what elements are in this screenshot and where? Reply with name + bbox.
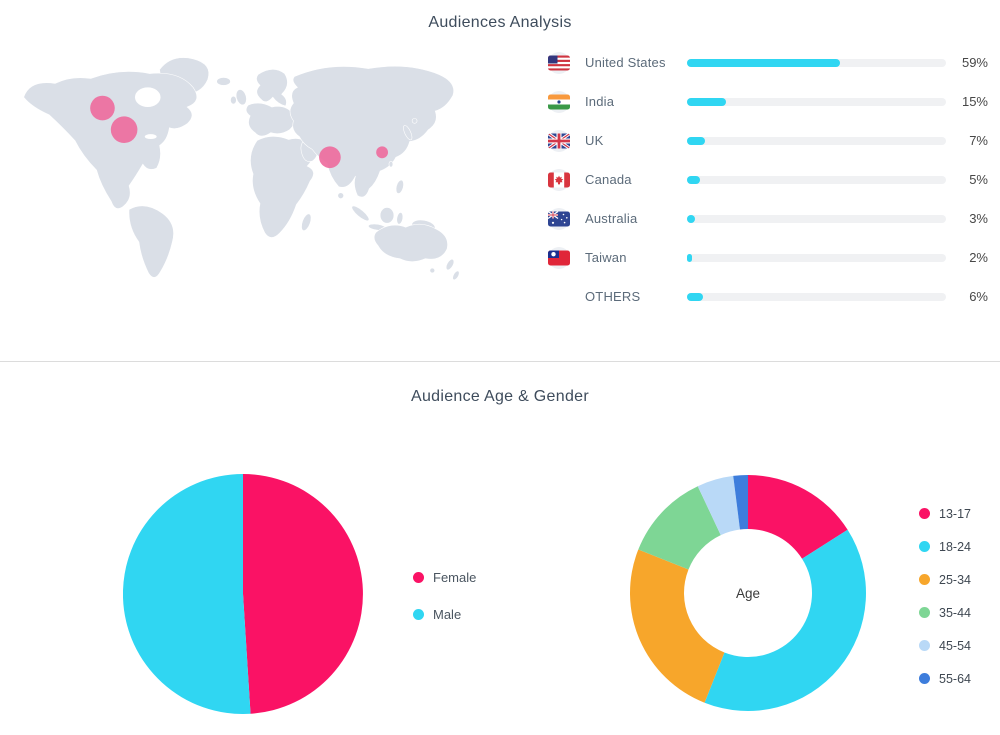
age-slice-25-34[interactable] — [630, 549, 725, 703]
country-bar-track — [687, 214, 946, 223]
country-label: Taiwan — [585, 250, 627, 265]
flag-placeholder — [548, 286, 570, 308]
country-percent: 7% — [969, 133, 988, 148]
legend-label: 35-44 — [939, 605, 971, 620]
country-row: Canada 5% — [548, 160, 988, 199]
gender-legend-item-Female[interactable]: Female — [413, 559, 476, 596]
country-row: India 15% — [548, 82, 988, 121]
uk-flag-icon — [548, 129, 570, 152]
age-legend-item-35-44[interactable]: 35-44 — [919, 596, 971, 629]
legend-dot-icon — [919, 673, 930, 684]
age-donut-chart: Age — [630, 475, 866, 711]
country-bar-fill[interactable] — [687, 292, 703, 301]
country-label: India — [585, 94, 615, 109]
world-map — [12, 46, 508, 302]
us-flag-icon — [548, 51, 570, 74]
legend-label: 25-34 — [939, 572, 971, 587]
age-legend-item-45-54[interactable]: 45-54 — [919, 629, 971, 662]
legend-label: Female — [433, 570, 477, 585]
country-bar-fill[interactable] — [687, 136, 706, 145]
age-center-label: Age — [736, 586, 760, 601]
country-bar-track — [687, 97, 946, 106]
country-bar-track — [687, 58, 946, 67]
country-bar-fill[interactable] — [687, 253, 693, 262]
country-percent: 5% — [969, 172, 988, 187]
legend-dot-icon — [919, 607, 930, 618]
country-bar-track — [687, 175, 946, 184]
country-row: United States 59% — [548, 43, 988, 82]
country-label: UK — [585, 133, 604, 148]
country-row: UK 7% — [548, 121, 988, 160]
gender-pie-chart — [123, 474, 363, 714]
legend-dot-icon — [919, 640, 930, 651]
country-label: Australia — [585, 211, 638, 226]
country-percent: 59% — [961, 55, 988, 70]
map-bubble-india[interactable] — [319, 146, 341, 169]
tw-flag-icon — [548, 246, 570, 269]
country-label: Canada — [585, 172, 632, 187]
country-bar-fill[interactable] — [687, 97, 726, 106]
country-row: Australia 3% — [548, 199, 988, 238]
audiences-analysis-title: Audiences Analysis — [428, 14, 572, 31]
age-slice-13-17[interactable] — [748, 475, 848, 559]
legend-dot-icon — [919, 541, 930, 552]
legend-dot-icon — [413, 609, 424, 620]
gender-slice-Female[interactable] — [243, 474, 363, 714]
country-bar-fill[interactable] — [687, 175, 700, 184]
country-label: OTHERS — [585, 289, 641, 304]
gender-legend-item-Male[interactable]: Male — [413, 596, 476, 633]
country-row: Taiwan 2% — [548, 238, 988, 277]
country-percent: 3% — [969, 211, 988, 226]
legend-label: Male — [433, 607, 462, 622]
age-legend-item-13-17[interactable]: 13-17 — [919, 497, 971, 530]
age-slice-35-44[interactable] — [638, 486, 721, 570]
map-bubble-canada[interactable] — [90, 95, 115, 121]
world-map-svg — [23, 57, 460, 281]
legend-dot-icon — [413, 572, 424, 583]
country-row: OTHERS 6% — [548, 277, 988, 316]
map-bubble-united-states[interactable] — [110, 116, 138, 143]
gender-slice-Male[interactable] — [123, 474, 251, 714]
legend-dot-icon — [919, 574, 930, 585]
legend-dot-icon — [919, 508, 930, 519]
age-legend-item-25-34[interactable]: 25-34 — [919, 563, 971, 596]
country-bar-track — [687, 253, 946, 262]
age-slice-45-54[interactable] — [697, 475, 740, 536]
legend-label: 18-24 — [939, 539, 971, 554]
age-legend-item-55-64[interactable]: 55-64 — [919, 662, 971, 695]
country-percent: 15% — [961, 94, 988, 109]
age-slice-55-64[interactable] — [733, 475, 748, 530]
age-slice-18-24[interactable] — [704, 529, 866, 711]
map-bubble-taiwan[interactable] — [376, 146, 388, 159]
country-bar-fill[interactable] — [687, 58, 840, 67]
in-flag-icon — [548, 90, 570, 113]
country-label: United States — [585, 55, 666, 70]
legend-label: 45-54 — [939, 638, 971, 653]
au-flag-icon — [548, 207, 570, 230]
gender-legend: Female Male — [413, 559, 476, 633]
age-gender-title: Audience Age & Gender — [411, 388, 589, 405]
section-divider — [0, 361, 1000, 362]
ca-flag-icon — [548, 168, 570, 191]
country-percent: 2% — [969, 250, 988, 265]
country-percent: 6% — [969, 289, 988, 304]
country-bar-track — [687, 292, 946, 301]
country-bar-track — [687, 136, 946, 145]
legend-label: 13-17 — [939, 506, 971, 521]
age-legend: 13-17 18-24 25-34 35-44 45-54 55-64 — [919, 497, 971, 695]
country-bar-fill[interactable] — [687, 214, 695, 223]
age-legend-item-18-24[interactable]: 18-24 — [919, 530, 971, 563]
legend-label: 55-64 — [939, 671, 971, 686]
country-list: United States 59% India 15% UK 7% Canada 5% … — [548, 43, 988, 316]
